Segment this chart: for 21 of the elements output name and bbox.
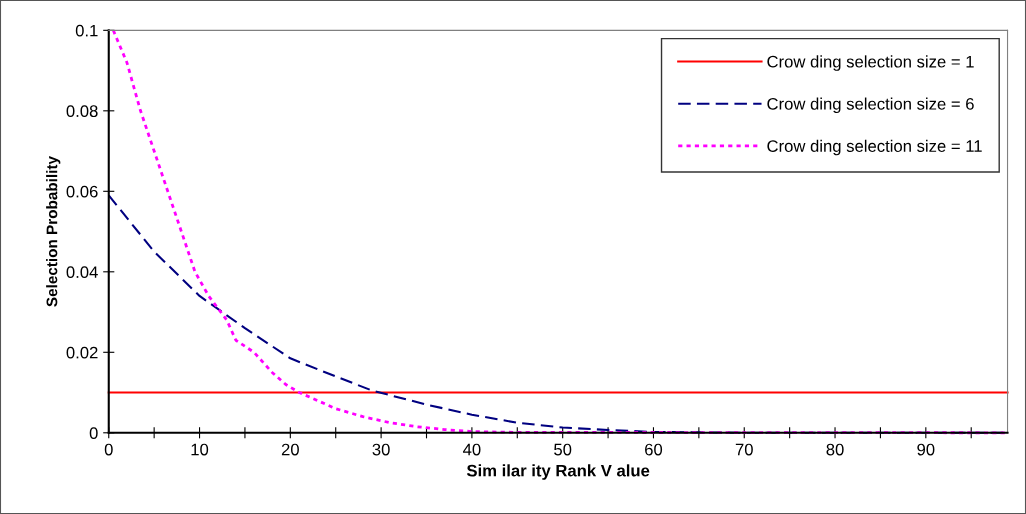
x-tick-label: 30	[372, 443, 390, 456]
y-tick-label: 0	[89, 427, 98, 439]
y-axis-title: Selection Probability	[46, 156, 61, 307]
y-tick-label: 0.04	[66, 266, 98, 279]
legend-label: Crow ding selection size = 1	[767, 55, 974, 71]
x-tick-label: 20	[281, 443, 299, 456]
x-tick-label: 40	[463, 443, 481, 456]
legend-label: Crow ding selection size = 6	[767, 97, 974, 114]
y-tick-label: 0.02	[66, 346, 98, 359]
x-tick-label: 50	[554, 443, 572, 456]
y-tick-label: 0.08	[66, 105, 98, 118]
x-tick-label: 0	[104, 443, 113, 456]
x-tick-label: 10	[191, 443, 209, 456]
x-tick-label: 90	[917, 443, 935, 456]
x-tick-label: 80	[826, 443, 844, 456]
y-tick-label: 0.06	[66, 185, 98, 198]
x-axis-title: Sim ilar ity Rank V alue	[466, 464, 650, 480]
y-tick-label: 0.1	[75, 24, 98, 37]
x-tick-label: 60	[645, 443, 663, 456]
x-tick-label: 70	[735, 443, 753, 456]
legend-label: Crow ding selection size = 11	[767, 139, 982, 156]
